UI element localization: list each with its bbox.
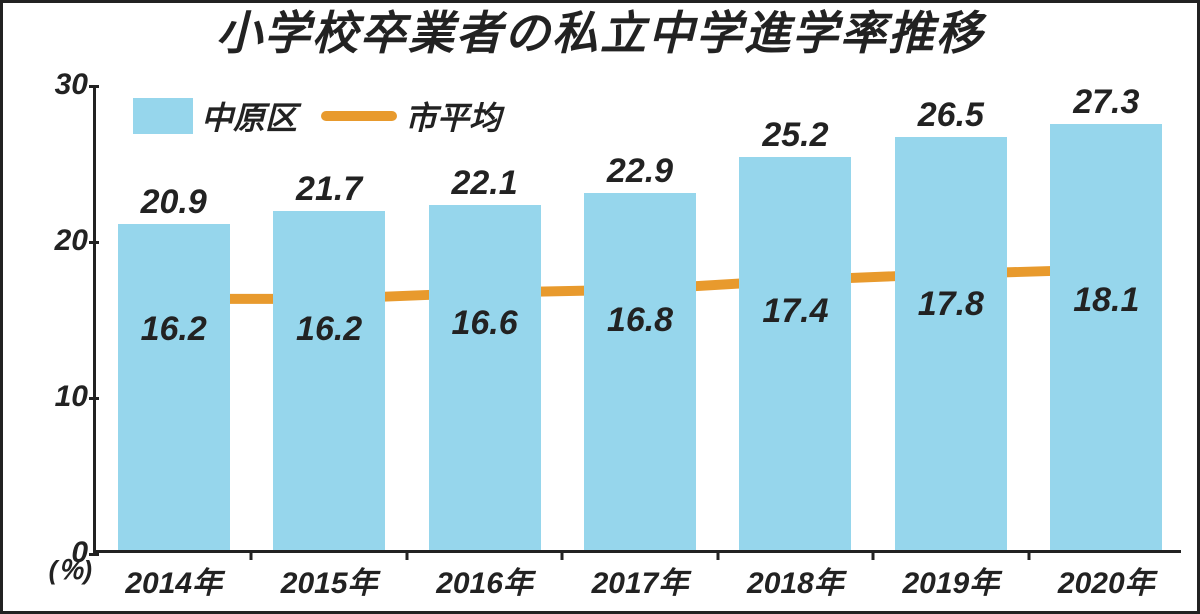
bar: 22.9: [584, 193, 696, 550]
bar-value-label: 25.2: [762, 116, 828, 157]
x-tick: [872, 550, 875, 560]
x-axis-label: 2020年: [1058, 550, 1155, 602]
x-axis-label: 2018年: [747, 550, 844, 602]
x-axis-label: 2017年: [592, 550, 689, 602]
legend-swatch-line: [321, 111, 397, 121]
bar: 21.7: [273, 211, 385, 550]
bar-value-label: 26.5: [918, 96, 984, 137]
x-tick: [1027, 550, 1030, 560]
legend-item-bar: 中原区: [133, 93, 297, 139]
y-tick-label: 10: [55, 380, 96, 414]
bar-value-label: 21.7: [296, 170, 362, 211]
y-unit-label: (％): [49, 550, 96, 587]
x-axis-label: 2019年: [902, 550, 999, 602]
chart-title: 小学校卒業者の私立中学進学率推移: [3, 3, 1197, 63]
y-tick-label: 20: [55, 224, 96, 258]
bar: 22.1: [429, 205, 541, 550]
y-tick-label: 30: [55, 68, 96, 102]
bar: 20.9: [118, 224, 230, 550]
line-value-label: 16.2: [141, 310, 207, 349]
line-value-label: 17.4: [762, 292, 828, 331]
bar-value-label: 22.9: [607, 152, 673, 193]
bar-value-label: 20.9: [141, 183, 207, 224]
bar: 25.2: [739, 157, 851, 550]
legend-item-line: 市平均: [321, 93, 501, 139]
x-tick: [716, 550, 719, 560]
bar: 26.5: [895, 137, 1007, 550]
line-value-label: 16.8: [607, 301, 673, 340]
legend-label-line: 市平均: [405, 93, 501, 139]
bar-value-label: 27.3: [1073, 83, 1139, 124]
legend-swatch-bar: [133, 98, 193, 134]
bar: 27.3: [1050, 124, 1162, 550]
x-axis-label: 2015年: [281, 550, 378, 602]
line-value-label: 18.1: [1073, 281, 1139, 320]
x-axis-label: 2014年: [125, 550, 222, 602]
x-tick: [405, 550, 408, 560]
bar-value-label: 22.1: [451, 164, 517, 205]
line-value-label: 17.8: [918, 285, 984, 324]
chart-legend: 中原区 市平均: [133, 93, 501, 139]
legend-label-bar: 中原区: [201, 93, 297, 139]
chart-plot-area: 0102030(％)2014年2015年2016年2017年2018年2019年…: [93, 85, 1181, 553]
x-tick: [250, 550, 253, 560]
x-tick: [561, 550, 564, 560]
line-value-label: 16.2: [296, 310, 362, 349]
line-value-label: 16.6: [451, 304, 517, 343]
x-axis-label: 2016年: [436, 550, 533, 602]
